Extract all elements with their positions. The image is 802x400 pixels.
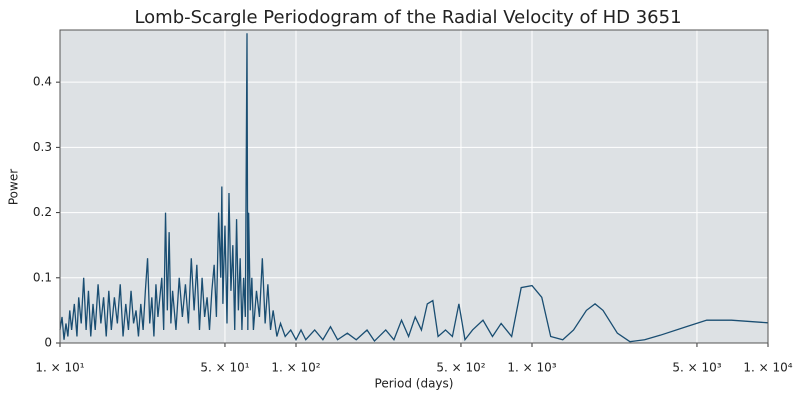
x-tick-label: 1. × 10² bbox=[271, 361, 320, 375]
x-tick-label: 5. × 10¹ bbox=[200, 361, 249, 375]
y-tick-label: 0.1 bbox=[33, 270, 52, 284]
x-tick-label: 1. × 10⁴ bbox=[743, 361, 792, 375]
x-tick-label: 1. × 10³ bbox=[507, 361, 556, 375]
y-tick-label: 0.2 bbox=[33, 205, 52, 219]
chart-title: Lomb-Scargle Periodogram of the Radial V… bbox=[134, 7, 681, 28]
x-tick-label: 5. × 10² bbox=[436, 361, 485, 375]
power-line bbox=[59, 33, 769, 343]
plot-area bbox=[59, 29, 769, 344]
x-tick-label: 1. × 10¹ bbox=[35, 361, 84, 375]
y-tick-label: 0.3 bbox=[33, 140, 52, 154]
plot-border bbox=[59, 29, 769, 344]
y-tick-label: 0 bbox=[44, 336, 52, 350]
y-tick-label: 0.4 bbox=[33, 75, 52, 89]
x-axis-title: Period (days) bbox=[375, 377, 454, 391]
y-axis-title: Power bbox=[7, 169, 21, 205]
x-tick-label: 5. × 10³ bbox=[672, 361, 721, 375]
